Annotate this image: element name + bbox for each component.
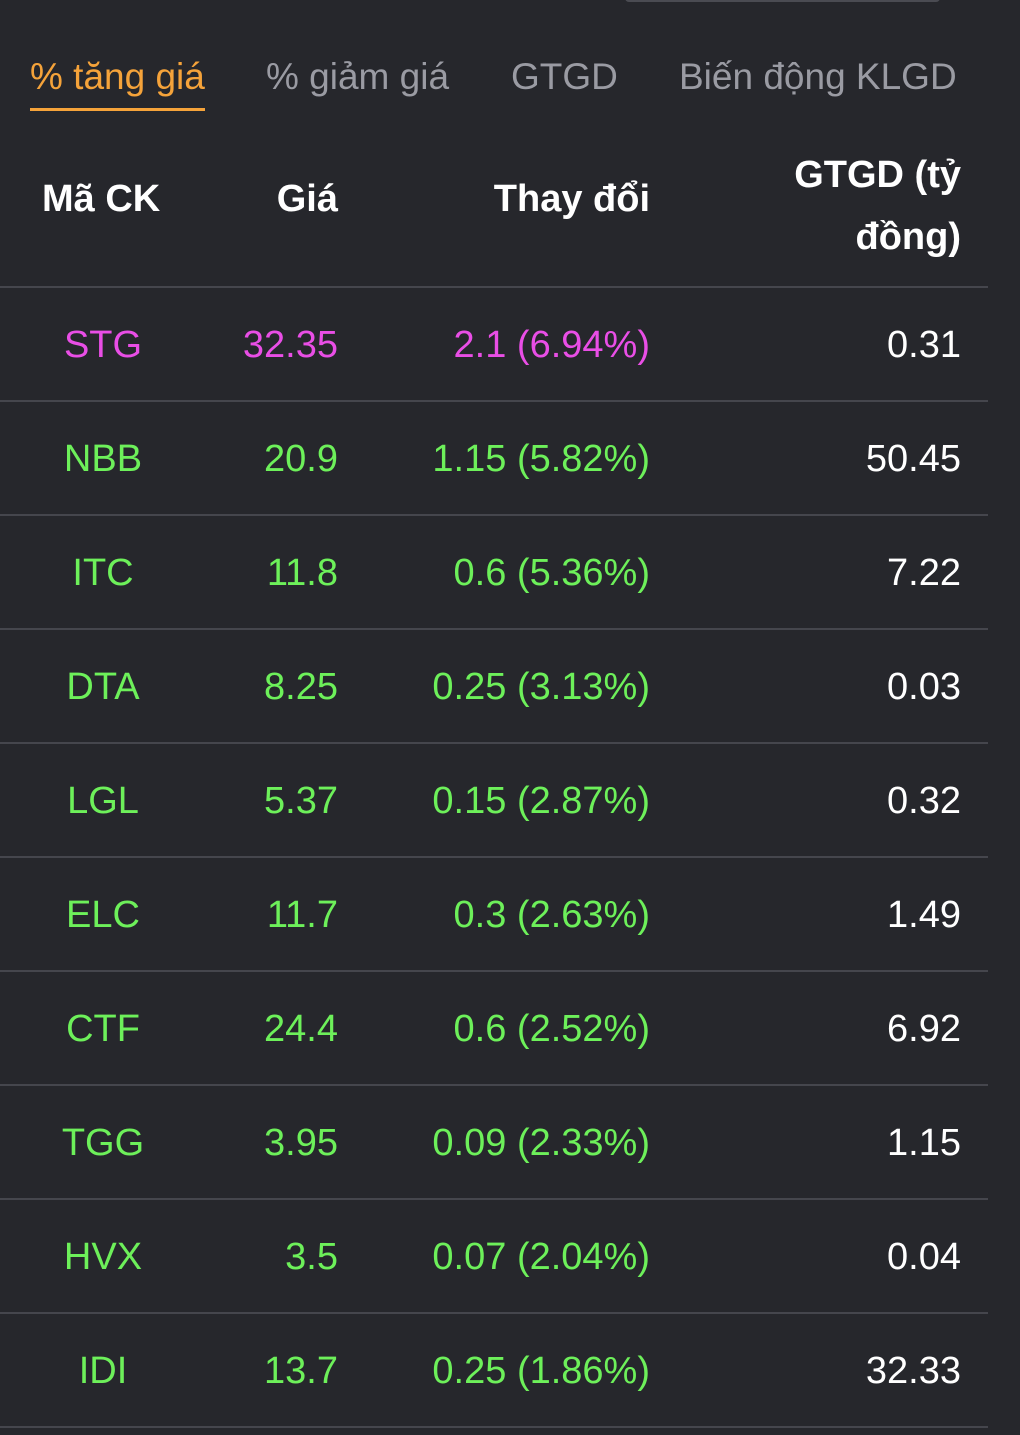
tab-bar: % tăng giá % giảm giá GTGD Biến động KLG… <box>0 50 1020 120</box>
stock-change: 2.1 (6.94%) <box>453 324 650 366</box>
stock-trading-value: 50.45 <box>865 438 961 480</box>
stock-price: 3.95 <box>264 1122 338 1164</box>
tab-volume-change[interactable]: Biến động KLGD <box>679 56 957 97</box>
stock-trading-value: 0.04 <box>887 1236 961 1278</box>
stock-price: 5.37 <box>264 780 338 822</box>
stock-code[interactable]: ELC <box>66 894 140 936</box>
stock-code[interactable]: CTF <box>66 1008 140 1050</box>
stock-trading-value: 32.33 <box>865 1350 961 1392</box>
table-row[interactable]: STG 32.35 2.1 (6.94%) 0.31 <box>0 288 988 402</box>
stock-trading-value: 0.31 <box>887 324 961 366</box>
table-row[interactable]: NBB 20.9 1.15 (5.82%) 50.45 <box>0 402 988 516</box>
stock-price: 24.4 <box>264 1008 338 1050</box>
stock-price: 13.7 <box>264 1350 338 1392</box>
stock-change: 0.3 (2.63%) <box>453 894 650 936</box>
column-header-value[interactable]: GTGD (tỷ đồng) <box>761 144 961 268</box>
stock-trading-value: 1.49 <box>887 894 961 936</box>
stock-change: 0.6 (2.52%) <box>453 1008 650 1050</box>
stock-code[interactable]: HVX <box>63 1236 143 1278</box>
stock-price: 20.9 <box>264 438 338 480</box>
stock-trading-value: 0.03 <box>887 666 961 708</box>
stock-price: 11.7 <box>266 894 338 936</box>
table-row[interactable]: LGL 5.37 0.15 (2.87%) 0.32 <box>0 744 988 858</box>
stock-code[interactable]: ITC <box>72 552 134 594</box>
stock-price: 32.35 <box>242 324 338 366</box>
stock-code[interactable]: IDI <box>78 1350 128 1392</box>
table-row[interactable]: HVX 3.5 0.07 (2.04%) 0.04 <box>0 1200 988 1314</box>
column-header-value-line1: GTGD (tỷ <box>794 154 961 196</box>
table-row[interactable]: TGG 3.95 0.09 (2.33%) 1.15 <box>0 1086 988 1200</box>
table-row[interactable]: ITC 11.8 0.6 (5.36%) 7.22 <box>0 516 988 630</box>
stock-trading-value: 1.15 <box>887 1122 961 1164</box>
stock-price: 11.8 <box>266 552 338 594</box>
stock-price: 3.5 <box>285 1236 338 1278</box>
tab-percent-decrease[interactable]: % giảm giá <box>266 56 450 97</box>
column-header-code[interactable]: Mã CK <box>42 178 161 220</box>
stock-code[interactable]: TGG <box>61 1122 145 1164</box>
stock-change: 0.25 (3.13%) <box>432 666 650 708</box>
stock-trading-value: 6.92 <box>887 1008 961 1050</box>
table-body: STG 32.35 2.1 (6.94%) 0.31 NBB 20.9 1.15 (5.82… <box>0 288 988 1428</box>
table-row[interactable]: CTF 24.4 0.6 (2.52%) 6.92 <box>0 972 988 1086</box>
column-header-value-line2: đồng) <box>855 216 961 258</box>
stock-code[interactable]: DTA <box>66 666 140 708</box>
column-header-change[interactable]: Thay đổi <box>493 178 650 220</box>
stock-code[interactable]: LGL <box>67 780 139 822</box>
stock-change: 0.25 (1.86%) <box>432 1350 650 1392</box>
tab-percent-increase[interactable]: % tăng giá <box>30 56 205 111</box>
table-row[interactable]: ELC 11.7 0.3 (2.63%) 1.49 <box>0 858 988 972</box>
table-row[interactable]: DTA 8.25 0.25 (3.13%) 0.03 <box>0 630 988 744</box>
table-row[interactable]: IDI 13.7 0.25 (1.86%) 32.33 <box>0 1314 988 1428</box>
stock-price: 8.25 <box>264 666 338 708</box>
column-header-price[interactable]: Giá <box>276 178 338 220</box>
stock-change: 0.09 (2.33%) <box>432 1122 650 1164</box>
stock-change: 0.07 (2.04%) <box>432 1236 650 1278</box>
stock-trading-value: 0.32 <box>887 780 961 822</box>
stock-change: 1.15 (5.82%) <box>432 438 650 480</box>
stock-trading-value: 7.22 <box>887 552 961 594</box>
stock-code[interactable]: STG <box>63 324 143 366</box>
stock-change: 0.15 (2.87%) <box>432 780 650 822</box>
stock-change: 0.6 (5.36%) <box>453 552 650 594</box>
tab-trading-value[interactable]: GTGD <box>511 56 618 97</box>
table-header: Mã CK Giá Thay đổi GTGD (tỷ đồng) <box>0 128 988 288</box>
stock-code[interactable]: NBB <box>63 438 143 480</box>
drag-handle[interactable] <box>625 0 940 2</box>
